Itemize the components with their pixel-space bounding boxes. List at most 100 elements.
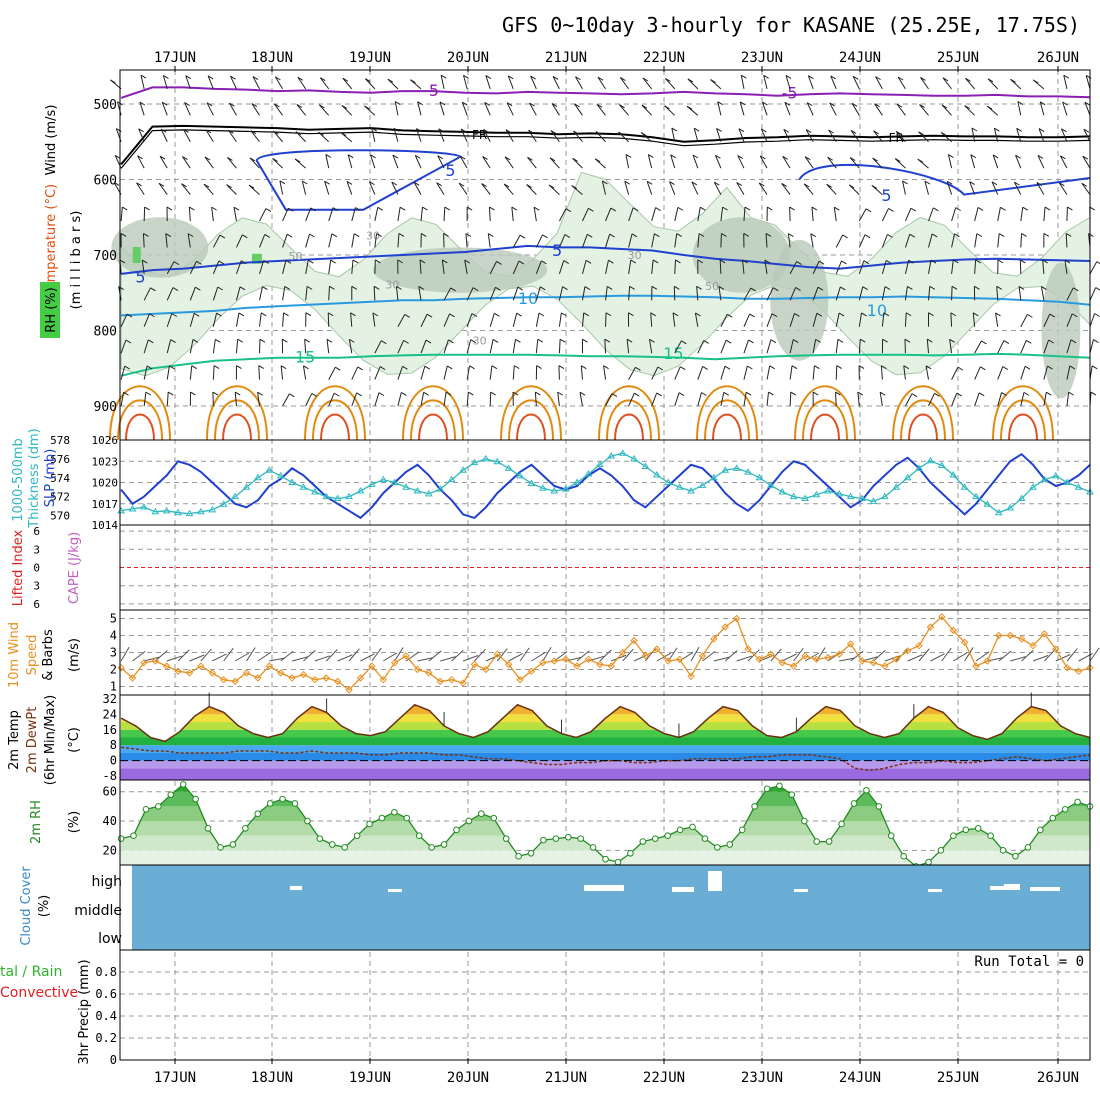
wind-barb-staff — [718, 286, 722, 301]
wind-barb-staff — [282, 312, 285, 327]
wind-barb-staff — [874, 103, 883, 116]
thickness-point — [960, 483, 969, 490]
wind-barb-staff — [804, 156, 814, 169]
rh-2m-point — [527, 849, 535, 857]
wind-barb-staff — [235, 339, 239, 354]
wind-barb-flag — [1037, 155, 1044, 159]
wind-barb-staff — [319, 77, 330, 90]
thickness-point — [299, 483, 308, 490]
thickness-point — [835, 489, 844, 497]
wind-barb-flag — [373, 285, 380, 290]
wind-barb-staff — [211, 207, 214, 222]
wind-barb-flag — [849, 157, 856, 162]
wind-barb-flag — [687, 78, 694, 83]
wind-barb-flag — [770, 339, 777, 344]
thickness-point — [755, 473, 764, 481]
thickness-point — [333, 494, 342, 502]
wind-barb-staff — [1020, 207, 1024, 222]
slp-tick-label: 1017 — [92, 498, 119, 511]
thickness-point — [516, 471, 524, 479]
wind-barb-flag — [632, 207, 639, 212]
wind-barb-flag — [205, 129, 212, 134]
thickness-point — [367, 480, 376, 487]
wind-barb-staff — [443, 339, 449, 354]
wind-speed-point — [1017, 635, 1026, 643]
wind-barb-staff — [766, 313, 773, 327]
wind-barb-flag — [137, 155, 143, 160]
warm-temp-contour — [598, 385, 660, 441]
wind-barb-flag — [655, 207, 661, 211]
wind-barb-flag — [817, 286, 824, 291]
wind-barb-staff — [414, 155, 422, 169]
wind-barb-flag — [997, 259, 1004, 264]
wind-barb-staff — [628, 259, 632, 274]
thickness-tick-label: 576 — [50, 453, 70, 466]
wind-barb-flag — [852, 75, 859, 80]
wind-barb-flag — [126, 313, 133, 318]
wind-barb-flag — [161, 101, 168, 106]
wind-barb-staff — [789, 339, 794, 354]
surface-wind-barb — [394, 647, 404, 662]
wind-speed-point — [664, 657, 672, 665]
wind-barb-staff — [207, 75, 214, 90]
wind-barb-flag — [171, 313, 178, 317]
surface-wind-barb — [325, 649, 338, 662]
rh-2m-point — [217, 844, 224, 851]
wind-speed-point — [903, 647, 912, 655]
temp-tick-label: 32 — [103, 692, 117, 706]
wind-barb-flag — [330, 259, 336, 264]
wind-barb-flag — [234, 391, 241, 396]
date-tick-label-bottom: 19JUN — [349, 1070, 391, 1086]
wind-barb-staff — [904, 233, 911, 248]
wind-barb-staff — [1089, 313, 1096, 327]
wind-barb-flag — [228, 129, 234, 134]
wind-barb-staff — [920, 77, 929, 90]
wind-barb-staff — [812, 339, 817, 354]
wind-barb-flag — [263, 260, 269, 264]
rh-2m-point — [863, 786, 870, 794]
wind-barb-flag — [761, 128, 767, 133]
wind-barb-staff — [512, 234, 521, 248]
warm-temp-contour — [402, 385, 464, 441]
wind-barb-staff — [387, 78, 399, 90]
wind-barb-flag — [182, 156, 188, 160]
wind-barb-staff — [812, 260, 820, 275]
wind-barb-staff — [828, 129, 837, 143]
wind-barb-flag — [562, 286, 568, 291]
wind-barb-staff — [949, 339, 953, 354]
rh-2m-point — [577, 835, 585, 842]
wind-speed-point — [140, 658, 148, 667]
wind-barb-staff — [1085, 75, 1091, 90]
wind-barb-staff — [605, 286, 608, 301]
wind-speed-point — [778, 658, 786, 667]
wind-speed-point — [345, 686, 353, 694]
wind-barb-staff — [189, 261, 197, 275]
wind-barb-staff — [205, 129, 214, 142]
wind-barb-flag — [484, 101, 490, 106]
wind-barb-staff — [714, 155, 722, 169]
wind-barb-staff — [235, 234, 243, 248]
wind-barb-staff — [674, 340, 682, 354]
wind-barb-staff — [674, 366, 681, 380]
wind-speed-point — [641, 652, 650, 660]
wind-barb-staff — [674, 233, 678, 248]
date-tick-label-bottom: 26JUN — [1037, 1070, 1079, 1086]
wind-barb-flag — [1043, 233, 1050, 237]
wind-barb-staff — [738, 128, 745, 142]
surface-wind-barb — [269, 657, 286, 662]
wind-barb-flag — [505, 129, 512, 134]
wind-barb-staff — [858, 260, 865, 275]
precip-tick-label: 0 — [110, 1053, 117, 1067]
wind-barb-flag — [393, 127, 400, 132]
wind-barb-staff — [674, 207, 679, 222]
wind-barb-flag — [884, 286, 891, 290]
warm-temp-contour — [222, 413, 252, 441]
wind-barb-flag — [1081, 182, 1088, 187]
wind-barb-staff — [649, 339, 653, 354]
wind-barb-flag — [352, 259, 359, 264]
rh-2m-point — [689, 823, 696, 831]
rh-2m-point — [242, 825, 249, 832]
wind-barb-flag — [226, 184, 232, 189]
wind-barb-flag — [594, 158, 601, 163]
thickness-point — [470, 458, 479, 466]
